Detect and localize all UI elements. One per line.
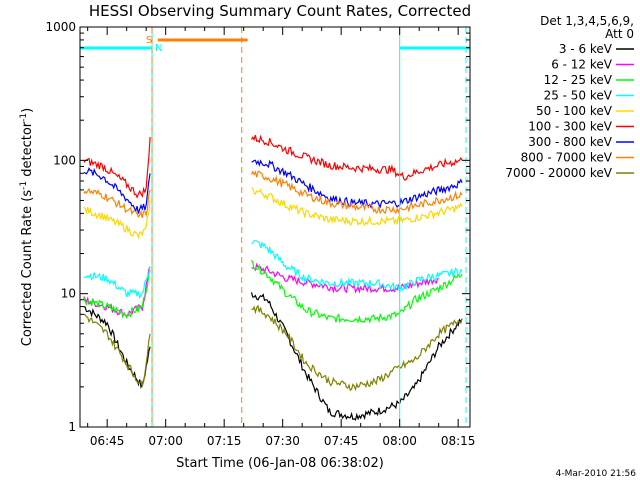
legend-att: Att 0: [605, 27, 634, 41]
x-tick-label: 07:30: [265, 434, 300, 448]
y-axis-label: Corrected Count Rate (s-1 detector-1): [19, 108, 35, 346]
y-axis-ticks: 1 10 100 1000: [45, 20, 470, 434]
y-tick-label: 10: [61, 287, 76, 301]
series-300-800-kev: [251, 159, 463, 209]
legend-label-300-800-kev: 300 - 800 keV: [528, 135, 612, 149]
legend-label-800-7000-kev: 800 - 7000 keV: [521, 151, 613, 165]
y-tick-label: 100: [53, 153, 76, 167]
series-12-25-kev: [250, 259, 463, 324]
flag-layer: NS: [80, 27, 470, 427]
x-tick-label: 06:45: [90, 434, 125, 448]
saa-flag-label: S: [146, 35, 152, 46]
series-7000-20000-kev: [251, 304, 463, 392]
x-axis-label: Start Time (06-Jan-08 06:38:02): [176, 456, 384, 471]
footer-date: 4-Mar-2010 21:56: [556, 469, 637, 479]
y-axis-label-sup2: -1: [19, 113, 29, 122]
y-axis-label-sup: -1: [19, 181, 29, 190]
series-50-100-kev: [83, 200, 151, 240]
series-25-50-kev: [251, 240, 463, 295]
legend-label-6-12-kev: 6 - 12 keV: [551, 58, 613, 72]
night-flag-label: N: [155, 43, 162, 54]
y-axis-label-close: ): [20, 108, 35, 113]
y-axis-label-main: Corrected Count Rate (s: [20, 190, 35, 347]
series-7000-20000-kev: [83, 313, 151, 388]
series-100-300-kev: [83, 136, 151, 199]
series-layer: [83, 134, 463, 421]
series-100-300-kev: [250, 134, 463, 181]
y-tick-label: 1: [68, 420, 76, 434]
x-tick-label: 08:00: [382, 434, 417, 448]
legend-label-25-50-kev: 25 - 50 keV: [544, 89, 613, 103]
series-6-12-kev: [251, 262, 439, 294]
series-3-6-kev: [83, 306, 151, 390]
chart-title: HESSI Observing Summary Count Rates, Cor…: [89, 2, 471, 20]
series-25-50-kev: [83, 266, 151, 300]
legend-label-100-300-kev: 100 - 300 keV: [528, 120, 612, 134]
series-300-800-kev: [83, 167, 151, 214]
legend-label-7000-20000-kev: 7000 - 20000 keV: [505, 166, 612, 180]
series-3-6-kev: [250, 292, 463, 421]
x-tick-label: 07:45: [324, 434, 359, 448]
legend-label-3-6-kev: 3 - 6 keV: [559, 42, 613, 56]
legend-label-12-25-kev: 12 - 25 keV: [544, 73, 613, 87]
x-tick-label: 07:00: [148, 434, 183, 448]
legend-header: Det 1,3,4,5,6,9,: [540, 14, 634, 28]
series-6-12-kev: [83, 266, 151, 319]
series-50-100-kev: [251, 187, 463, 227]
y-tick-label: 1000: [45, 20, 76, 34]
x-axis-ticks: 06:45 07:00 07:15 07:30 07:45 08:00 08:15: [87, 27, 476, 448]
series-800-7000-kev: [83, 187, 151, 219]
plot-frame: [79, 26, 471, 428]
legend-label-50-100-kev: 50 - 100 keV: [536, 104, 613, 118]
x-tick-label: 08:15: [441, 434, 476, 448]
x-tick-label: 07:15: [207, 434, 242, 448]
y-axis-label-tail: detector: [20, 121, 35, 181]
series-800-7000-kev: [250, 170, 463, 215]
series-12-25-kev: [83, 270, 151, 320]
